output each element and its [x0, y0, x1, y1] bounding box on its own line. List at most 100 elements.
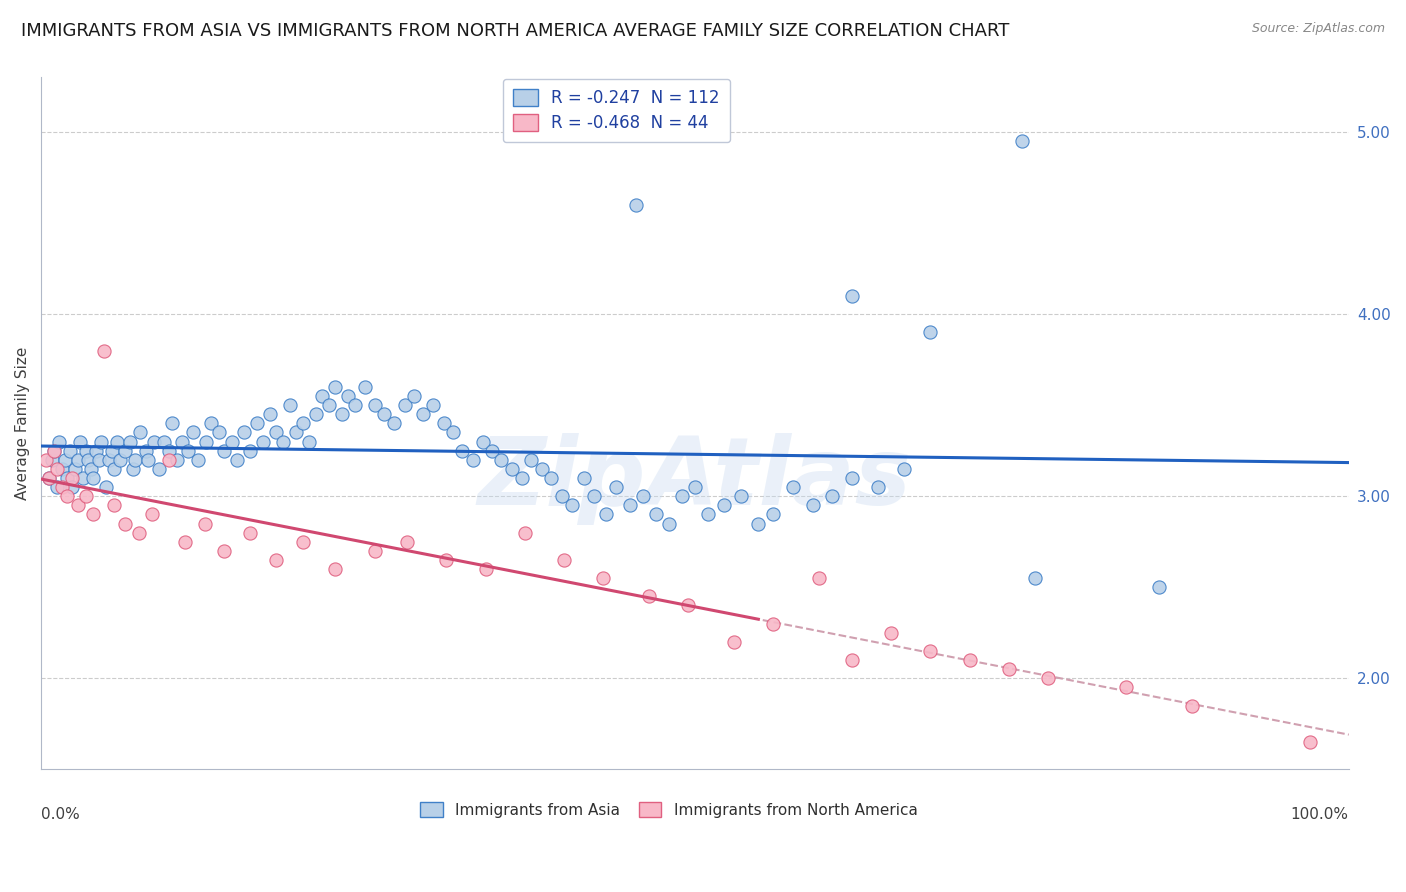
- Point: [723, 635, 745, 649]
- Point: [77, 452, 100, 467]
- Point: [90, 434, 112, 449]
- Point: [318, 398, 340, 412]
- Point: [62, 471, 84, 485]
- Point: [730, 489, 752, 503]
- Point: [56, 471, 79, 485]
- Point: [394, 398, 416, 412]
- Point: [232, 425, 254, 440]
- Point: [561, 498, 583, 512]
- Point: [412, 407, 434, 421]
- Point: [298, 434, 321, 449]
- Text: IMMIGRANTS FROM ASIA VS IMMIGRANTS FROM NORTH AMERICA AVERAGE FAMILY SIZE CORREL: IMMIGRANTS FROM ASIA VS IMMIGRANTS FROM …: [21, 22, 1010, 40]
- Point: [59, 443, 82, 458]
- Point: [51, 480, 73, 494]
- Point: [84, 443, 107, 458]
- Point: [80, 462, 103, 476]
- Point: [44, 443, 66, 458]
- Point: [481, 443, 503, 458]
- Point: [212, 544, 235, 558]
- Point: [325, 562, 347, 576]
- Point: [501, 462, 523, 476]
- Point: [354, 380, 377, 394]
- Point: [291, 417, 314, 431]
- Point: [114, 443, 136, 458]
- Point: [866, 480, 889, 494]
- Point: [153, 434, 176, 449]
- Point: [98, 452, 121, 467]
- Point: [683, 480, 706, 494]
- Point: [572, 471, 595, 485]
- Point: [441, 425, 464, 440]
- Point: [174, 534, 197, 549]
- Point: [44, 443, 66, 458]
- Point: [193, 516, 215, 531]
- Point: [87, 452, 110, 467]
- Point: [291, 534, 314, 549]
- Point: [343, 398, 366, 412]
- Point: [48, 434, 70, 449]
- Point: [553, 553, 575, 567]
- Point: [396, 534, 419, 549]
- Point: [135, 443, 157, 458]
- Point: [108, 452, 131, 467]
- Point: [1024, 571, 1046, 585]
- Point: [638, 590, 661, 604]
- Point: [678, 599, 700, 613]
- Point: [35, 452, 58, 467]
- Point: [619, 498, 641, 512]
- Point: [45, 462, 67, 476]
- Point: [592, 571, 614, 585]
- Point: [325, 380, 347, 394]
- Point: [436, 553, 458, 567]
- Point: [66, 498, 89, 512]
- Point: [278, 398, 301, 412]
- Point: [513, 525, 536, 540]
- Point: [75, 489, 97, 503]
- Point: [200, 417, 222, 431]
- Point: [160, 417, 183, 431]
- Point: [305, 407, 328, 421]
- Point: [808, 571, 831, 585]
- Point: [893, 462, 915, 476]
- Point: [96, 480, 118, 494]
- Point: [624, 198, 647, 212]
- Point: [66, 452, 89, 467]
- Point: [363, 398, 385, 412]
- Point: [187, 452, 209, 467]
- Point: [194, 434, 217, 449]
- Point: [128, 525, 150, 540]
- Point: [148, 462, 170, 476]
- Point: [550, 489, 572, 503]
- Point: [259, 407, 281, 421]
- Point: [841, 653, 863, 667]
- Point: [103, 462, 125, 476]
- Point: [1036, 671, 1059, 685]
- Point: [93, 343, 115, 358]
- Point: [157, 443, 180, 458]
- Point: [330, 407, 353, 421]
- Point: [252, 434, 274, 449]
- Text: ZipAtlas: ZipAtlas: [478, 433, 912, 524]
- Legend: Immigrants from Asia, Immigrants from North America: Immigrants from Asia, Immigrants from No…: [413, 796, 924, 824]
- Point: [1298, 735, 1320, 749]
- Point: [402, 389, 425, 403]
- Y-axis label: Average Family Size: Average Family Size: [15, 347, 30, 500]
- Point: [266, 553, 288, 567]
- Point: [311, 389, 333, 403]
- Point: [373, 407, 395, 421]
- Point: [105, 434, 128, 449]
- Point: [1115, 681, 1137, 695]
- Point: [595, 508, 617, 522]
- Point: [75, 443, 97, 458]
- Point: [605, 480, 627, 494]
- Point: [246, 417, 269, 431]
- Point: [461, 452, 484, 467]
- Point: [1147, 580, 1170, 594]
- Point: [226, 452, 249, 467]
- Point: [762, 616, 785, 631]
- Point: [45, 480, 67, 494]
- Point: [114, 516, 136, 531]
- Point: [121, 462, 143, 476]
- Point: [181, 425, 204, 440]
- Point: [285, 425, 308, 440]
